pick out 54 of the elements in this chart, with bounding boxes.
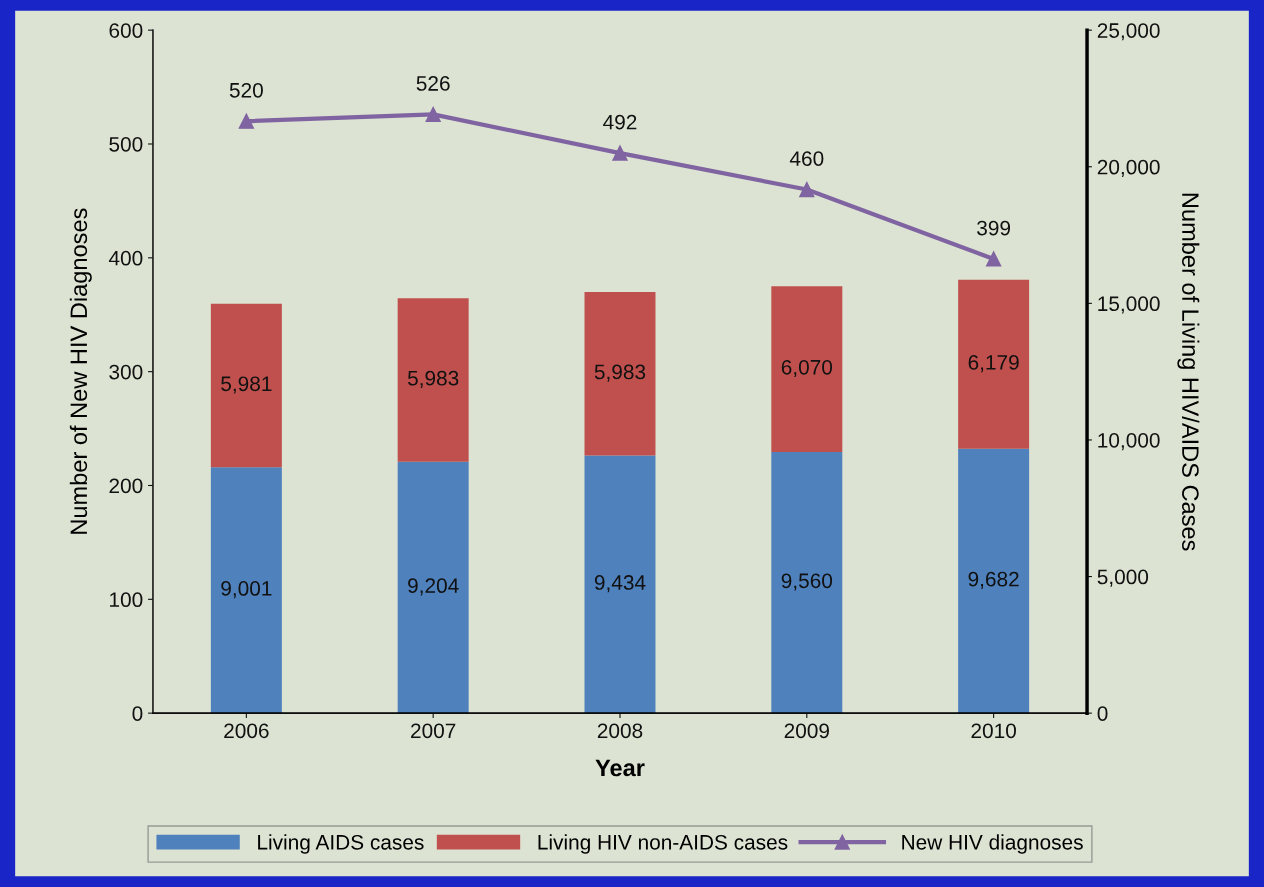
data-label: 9,434 — [594, 575, 646, 593]
y-tick-label: 0 — [132, 706, 143, 721]
point — [799, 181, 815, 198]
data-label: 9,001 — [221, 581, 272, 599]
point — [612, 145, 628, 161]
y2-tick-label: 25,000 — [1097, 23, 1160, 41]
y2-tick-label: 10,000 — [1098, 432, 1160, 451]
bar — [397, 461, 469, 714]
x-tick-label: 2007 — [411, 723, 456, 739]
bar — [584, 291, 656, 456]
bar — [210, 467, 282, 714]
x-tick-label: 2009 — [784, 723, 829, 739]
bar — [771, 286, 843, 452]
point — [425, 106, 441, 123]
legend-label: Living HIV non-AIDS cases — [538, 834, 788, 854]
y2-tick-label: 15,000 — [1098, 296, 1160, 314]
data-label: 6,070 — [781, 359, 833, 378]
bar — [771, 451, 843, 714]
x-axis-title: Year — [595, 759, 645, 777]
bar — [584, 455, 656, 714]
x-tick-label: 2010 — [971, 723, 1016, 739]
bar — [210, 303, 282, 468]
y2-tick-label: 0 — [1097, 706, 1108, 721]
y-tick-label: 500 — [109, 136, 143, 152]
data-label: 9,682 — [968, 571, 1019, 589]
data-label: 399 — [977, 220, 1011, 236]
data-label: 6,179 — [968, 355, 1019, 373]
x-tick-label: 2008 — [597, 723, 643, 739]
y2-tick-label: 20,000 — [1097, 159, 1160, 177]
data-label: 9,560 — [781, 573, 833, 591]
y-tick-label: 600 — [109, 23, 143, 38]
y-tick-label: 400 — [108, 250, 143, 266]
legend-label: Living AIDS cases — [258, 834, 424, 854]
point — [985, 251, 1002, 267]
y-tick-label: 200 — [109, 478, 143, 494]
data-label: 9,204 — [408, 578, 459, 596]
data-label: 5,981 — [221, 376, 272, 394]
bar — [397, 298, 469, 462]
y-tick-label: 100 — [110, 592, 143, 608]
bar — [958, 448, 1030, 714]
point — [238, 113, 254, 129]
y2-tick-label: 5,000 — [1097, 569, 1149, 587]
legend-label: New HIV diagnoses — [902, 834, 1083, 854]
y-axis-title: Number of New HIV Diagnoses — [69, 208, 92, 534]
data-label: 5,983 — [594, 364, 646, 382]
data-label: 520 — [229, 82, 263, 98]
y-tick-label: 300 — [109, 364, 143, 380]
data-label: 492 — [603, 114, 637, 130]
data-label: 5,983 — [407, 370, 459, 389]
y2-axis-title: Number of Living HIV/AIDS Cases — [1177, 193, 1200, 551]
data-label: 526 — [416, 76, 450, 91]
bar — [958, 279, 1030, 449]
x-tick-label: 2006 — [224, 723, 269, 739]
data-label: 460 — [789, 151, 824, 166]
